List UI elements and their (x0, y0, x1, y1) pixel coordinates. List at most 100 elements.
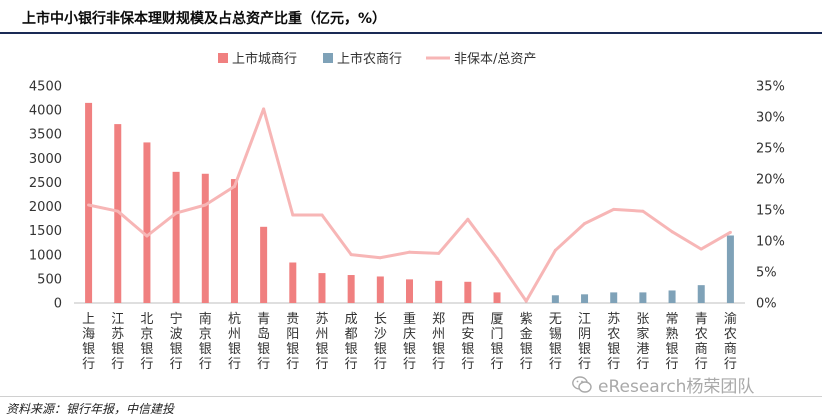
category-label: 南京银行 (199, 311, 212, 372)
bar (347, 275, 355, 303)
right-tick-label: 10% (756, 235, 785, 250)
category-label: 宁波银行 (170, 311, 183, 372)
bar (581, 294, 589, 303)
category-label: 苏农银行 (607, 311, 620, 372)
ratio-point (174, 211, 178, 215)
bars-group (85, 102, 734, 304)
category-label: 长沙银行 (374, 312, 387, 372)
category-label: 青岛银行 (257, 312, 270, 372)
ratio-point (553, 248, 557, 252)
right-tick-label: 20% (756, 173, 785, 188)
ratio-point (378, 256, 382, 260)
category-label: 成都银行 (345, 312, 358, 372)
right-tick-label: 30% (756, 111, 785, 126)
bar (668, 290, 676, 303)
bar (172, 171, 180, 303)
category-label: 上海银行 (82, 312, 95, 372)
category-label: 江苏银行 (111, 312, 124, 372)
left-tick-label: 4000 (29, 104, 62, 119)
axes-group: 0 500 1000 1500 2000 2500 3000 3500 4000 4500 0% 5%… (29, 80, 785, 312)
ratio-point (699, 247, 703, 251)
right-tick-label: 35% (756, 80, 785, 95)
category-label: 无锡银行 (549, 312, 562, 372)
category-label: 渝农商行 (724, 311, 737, 372)
legend-label: 上市农商行 (337, 51, 402, 67)
bar (260, 226, 268, 303)
ratio-point (612, 207, 616, 211)
bar (114, 124, 122, 304)
ratio-point (408, 250, 411, 254)
ratio-point (524, 299, 528, 303)
left-tick-label: 500 (37, 272, 62, 287)
left-tick-label: 2500 (29, 176, 62, 191)
right-tick-label: 25% (756, 142, 785, 157)
bar (143, 142, 151, 303)
category-label: 江阴银行 (578, 312, 591, 372)
bar (435, 280, 443, 303)
category-label: 郑州银行 (432, 312, 445, 372)
legend-label: 非保本/总资产 (454, 52, 536, 67)
left-tick-label: 1500 (29, 224, 62, 239)
ratio-line (88, 107, 732, 303)
ratio-point (232, 184, 236, 188)
watermark: eResearch杨荣团队 (572, 372, 754, 397)
ratio-point (203, 203, 207, 207)
right-tick-label: 15% (756, 204, 785, 219)
footer-divider (0, 396, 822, 397)
category-labels-group: 上海银行 江苏银行 北京银行 宁波银行 南京银行 杭州银行 青岛银行 贵阳银行 苏州银行 成都银行… (82, 311, 737, 372)
legend: 上市城商行 上市农商行 非保本/总资产 (218, 51, 536, 67)
ratio-point (641, 209, 645, 213)
ratio-point (670, 230, 674, 234)
left-tick-label: 0 (54, 297, 62, 312)
category-label: 贵阳银行 (286, 312, 299, 372)
bar (464, 281, 472, 303)
ratio-point (320, 213, 324, 217)
category-label: 杭州银行 (228, 312, 241, 372)
bar (697, 285, 705, 303)
category-label: 北京银行 (140, 312, 153, 372)
legend-swatch (323, 53, 333, 63)
ratio-point (262, 107, 266, 111)
watermark-text: eResearch杨荣团队 (598, 377, 755, 397)
left-tick-label: 3500 (29, 128, 62, 143)
ratio-point (583, 222, 587, 226)
source-note: 资料来源：银行年报，中信建投 (6, 402, 175, 416)
left-tick-label: 4500 (29, 80, 62, 95)
category-label: 厦门银行 (491, 312, 504, 372)
right-tick-label: 0% (756, 297, 777, 312)
bar (726, 235, 734, 303)
left-tick-label: 1000 (29, 248, 62, 263)
ratio-point (728, 230, 732, 234)
chart-canvas: 0 500 1000 1500 2000 2500 3000 3500 4000 4500 0% 5%… (29, 51, 785, 372)
ratio-point (87, 203, 91, 207)
bar (230, 179, 238, 303)
chart-title: 上市中小银行非保本理财规模及占总资产比重（亿元，%） (22, 11, 387, 27)
ratio-point (291, 213, 295, 217)
category-label: 西安银行 (461, 312, 474, 372)
bar (493, 292, 501, 303)
bar (639, 292, 647, 303)
bar (201, 173, 209, 303)
left-tick-label: 3000 (29, 152, 62, 167)
bar (610, 292, 618, 303)
bar (289, 262, 297, 303)
category-label: 常熟银行 (666, 312, 679, 372)
bar (551, 295, 559, 303)
ratio-point (466, 217, 470, 221)
left-tick-label: 2000 (29, 200, 62, 215)
bar (376, 276, 384, 303)
right-tick-label: 5% (756, 266, 777, 281)
category-label: 紫金银行 (520, 312, 533, 372)
legend-label: 上市城商行 (232, 51, 297, 67)
category-label: 青农商行 (695, 312, 708, 372)
wechat-icon (572, 375, 592, 393)
category-label: 苏州银行 (315, 311, 328, 372)
line-group (87, 107, 732, 303)
bar (85, 102, 93, 303)
bar (406, 279, 413, 303)
ratio-point (495, 256, 499, 260)
ratio-point (349, 253, 353, 257)
bar (318, 273, 326, 303)
category-label: 重庆银行 (403, 311, 416, 372)
ratio-point (116, 209, 120, 213)
